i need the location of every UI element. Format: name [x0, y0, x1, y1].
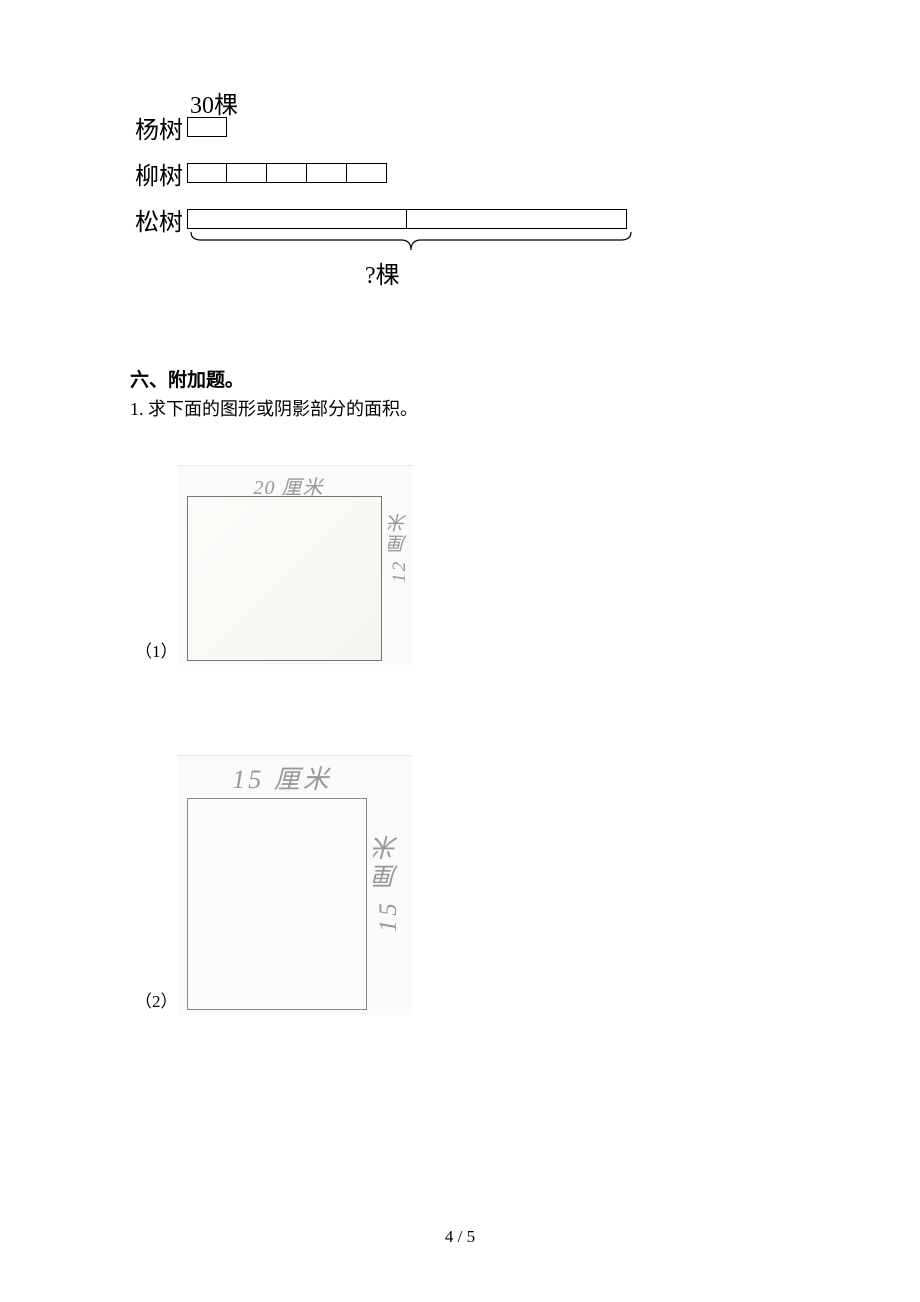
- bar-unit: [187, 163, 227, 183]
- figure1-rectangle: [187, 496, 382, 661]
- section-header: 六、附加题。: [130, 365, 244, 392]
- bar-unit: [267, 163, 307, 183]
- figure1: （1） 20 厘米 12 厘米: [135, 465, 415, 665]
- bar-units-song: [187, 209, 627, 229]
- bar-units-yang: [187, 117, 227, 137]
- figure1-number: （1）: [135, 637, 178, 662]
- bar-row-yang: 杨树: [135, 115, 227, 139]
- bar-row-song: 松树: [135, 207, 627, 231]
- bar-unit: [227, 163, 267, 183]
- page-number: 4 / 5: [0, 1227, 920, 1247]
- bar-unit: [347, 163, 387, 183]
- figure2-image: 15 厘米 15 厘米: [177, 755, 412, 1015]
- figure2-right-label: 15 厘米: [371, 831, 407, 932]
- bar-unit: [307, 163, 347, 183]
- bar-unit: [187, 117, 227, 137]
- bar-row-label-yang: 杨树: [135, 110, 183, 145]
- bar-unit: [187, 209, 407, 229]
- figure2-square: [187, 798, 367, 1010]
- figure1-image: 20 厘米 12 厘米: [177, 465, 412, 665]
- figure2-top-label: 15 厘米: [177, 759, 387, 796]
- bar-row-liu: 柳树: [135, 161, 387, 185]
- bar-row-label-song: 松树: [135, 202, 183, 237]
- question-text: 1. 求下面的图形或阴影部分的面积。: [130, 395, 418, 421]
- brace-icon: [189, 230, 634, 255]
- figure2: （2） 15 厘米 15 厘米: [135, 755, 415, 1015]
- bar-units-liu: [187, 163, 387, 183]
- figure1-right-label: 12 厘米: [386, 511, 413, 583]
- figure2-number: （2）: [135, 987, 178, 1012]
- bar-diagram-bottom-label: ?棵: [365, 255, 400, 290]
- bar-row-label-liu: 柳树: [135, 156, 183, 191]
- bar-unit: [407, 209, 627, 229]
